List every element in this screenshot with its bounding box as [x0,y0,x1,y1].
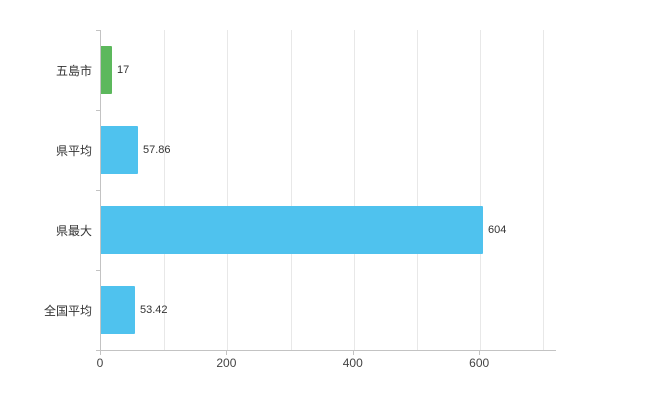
x-axis-tick [352,351,354,355]
bar-value-label: 604 [488,224,507,236]
gridline [416,30,418,350]
gridline [543,30,545,350]
bar-value-label: 53.42 [140,304,168,316]
bar-2 [101,126,138,174]
gridline [227,30,229,350]
x-axis-tick [479,351,481,355]
category-label: 県平均 [55,144,92,158]
bar-1 [101,46,112,94]
category-label: 全国平均 [43,304,92,318]
x-tick-label: 200 [216,356,237,370]
y-axis-tick [96,350,100,351]
y-axis-tick [96,110,100,111]
x-axis-tick [226,351,228,355]
x-tick-label: 400 [342,356,363,370]
gridline [353,30,355,350]
x-tick-label: 0 [96,356,104,370]
y-axis-tick [96,30,100,31]
bar-value-label: 17 [117,64,130,76]
bar-4 [101,286,135,334]
gridline [480,30,482,350]
gridline [290,30,292,350]
x-axis-tick [100,351,101,355]
bar-value-label: 57.86 [143,144,171,156]
plot-area: 17 57.86 604 53.42 [100,30,556,351]
y-axis-tick [96,270,100,271]
x-tick-label: 600 [469,356,490,370]
bar-3 [101,206,483,254]
category-label: 県最大 [55,224,92,238]
y-axis-tick [96,190,100,191]
category-label: 五島市 [55,64,92,78]
gridline [164,30,166,350]
